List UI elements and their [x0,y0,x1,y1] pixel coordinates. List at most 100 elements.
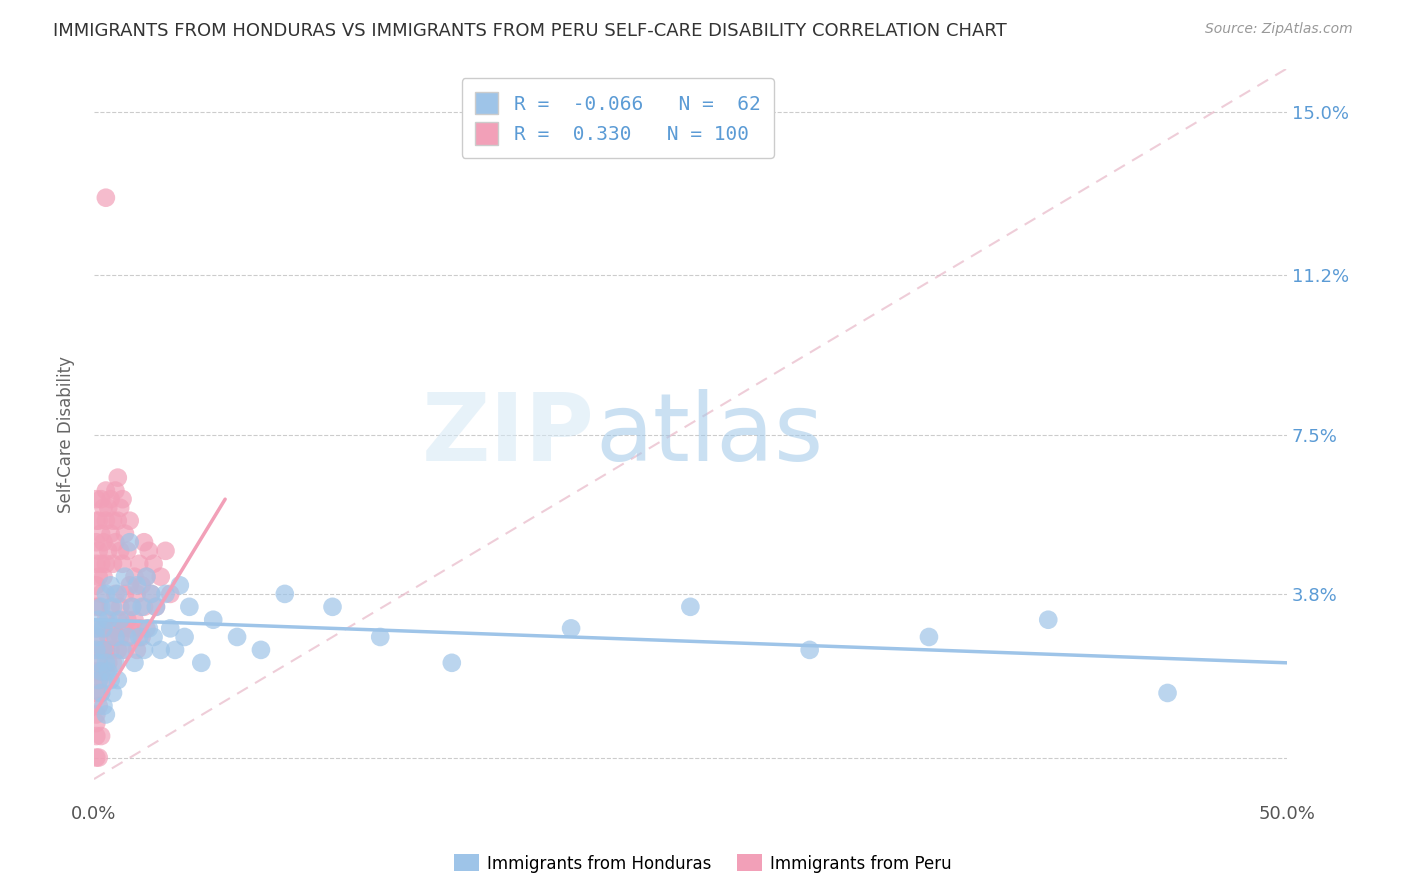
Point [87,673,110,687]
Point [1156,686,1178,700]
Point [149,570,172,584]
Point [132,535,155,549]
Point [321,599,343,614]
Point [86,729,108,743]
Point [202,613,225,627]
Point [87,544,110,558]
Point [107,613,129,627]
Point [108,500,131,515]
Point [97,656,120,670]
Point [560,621,582,635]
Point [86,599,108,614]
Point [87,656,110,670]
Point [100,526,122,541]
Point [104,483,127,498]
Point [104,587,127,601]
Point [97,613,120,627]
Point [86,492,108,507]
Point [86,643,108,657]
Point [117,613,139,627]
Point [138,621,160,635]
Point [131,578,153,592]
Point [108,544,131,558]
Point [274,587,297,601]
Point [90,665,112,679]
Point [125,643,148,657]
Point [111,643,134,657]
Point [141,587,163,601]
Point [100,643,122,657]
Y-axis label: Self-Care Disability: Self-Care Disability [58,356,75,513]
Legend: R =  -0.066   N =  62, R =  0.330   N = 100: R = -0.066 N = 62, R = 0.330 N = 100 [461,78,775,158]
Point [94,656,117,670]
Point [97,665,120,679]
Point [145,599,167,614]
Point [108,599,131,614]
Point [679,599,702,614]
Point [918,630,941,644]
Point [101,686,124,700]
Point [90,492,112,507]
Point [250,643,273,657]
Point [90,526,112,541]
Point [101,621,124,635]
Point [124,613,146,627]
Point [125,587,148,601]
Point [93,535,115,549]
Point [145,599,167,614]
Point [121,599,143,614]
Point [104,656,127,670]
Point [131,630,153,644]
Point [90,587,112,601]
Point [101,557,124,571]
Point [93,570,115,584]
Point [87,599,110,614]
Point [86,750,108,764]
Point [165,643,187,657]
Point [87,630,110,644]
Point [94,643,117,657]
Point [104,630,127,644]
Point [107,514,129,528]
Point [93,673,115,687]
Point [86,578,108,592]
Point [440,656,463,670]
Point [93,643,115,657]
Point [135,570,157,584]
Point [155,587,177,601]
Point [87,698,110,713]
Point [90,665,112,679]
Point [135,570,157,584]
Point [86,643,108,657]
Point [90,729,112,743]
Point [86,686,108,700]
Point [90,643,112,657]
Point [90,557,112,571]
Point [97,500,120,515]
Point [179,599,201,614]
Point [104,630,127,644]
Point [125,578,148,592]
Point [128,557,150,571]
Point [190,656,212,670]
Point [94,587,117,601]
Point [94,483,117,498]
Point [118,514,141,528]
Point [117,630,139,644]
Point [97,544,120,558]
Point [108,630,131,644]
Point [107,643,129,657]
Point [124,656,146,670]
Point [124,570,146,584]
Point [114,526,136,541]
Point [101,656,124,670]
Point [87,656,110,670]
Point [101,599,124,614]
Point [111,621,134,635]
Point [94,191,117,205]
Point [114,570,136,584]
Point [94,707,117,722]
Point [90,599,112,614]
Point [93,621,115,635]
Point [87,514,110,528]
